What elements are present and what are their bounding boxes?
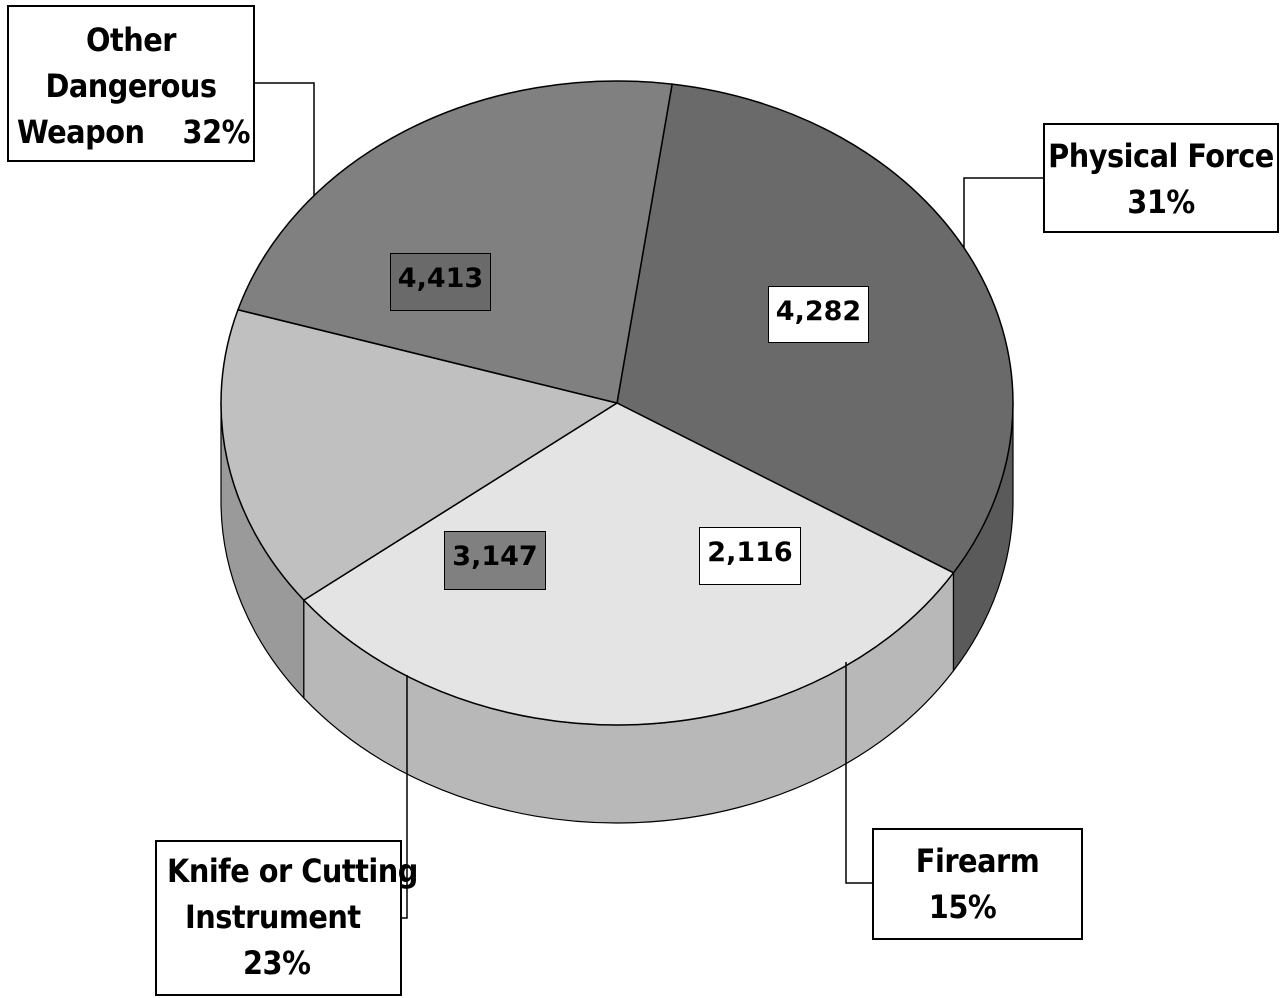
data-label-firearm: 2,116 — [699, 527, 801, 585]
label-other-line-1: Other — [86, 21, 176, 59]
label-firearm-line-1: Firearm — [915, 842, 1040, 880]
data-label-physical-force: 4,282 — [768, 286, 869, 343]
label-physical-force: Physical Force 31% — [1043, 123, 1279, 233]
data-label-knife-or-cutting-instrument: 3,147 — [444, 531, 546, 590]
label-firearm-line-2: 15% — [928, 888, 997, 926]
pie-slice-firearm — [220, 308, 619, 602]
leader-line-other — [255, 82, 315, 195]
label-knife-line-2: Instrument — [185, 898, 361, 936]
label-knife-line-3: 23% — [243, 944, 311, 982]
label-physical-force-line-1: Physical Force — [1048, 137, 1274, 175]
leader-line-physical-force — [963, 177, 1043, 248]
data-label-other-dangerous-weapon: 4,413 — [390, 253, 491, 311]
label-knife-or-cutting-instrument: Knife or Cutting Instrument 23% — [155, 840, 418, 996]
leader-line-firearm — [845, 662, 872, 884]
leader-line-knife — [401, 675, 408, 919]
pie-slice-knife-or-cutting-instrument — [236, 80, 673, 404]
pie-slice-physical-force — [302, 402, 955, 726]
label-other-line-3: Weapon 32% — [17, 113, 250, 151]
label-other-line-2: Dangerous — [45, 67, 217, 105]
label-firearm: Firearm 15% — [872, 828, 1083, 940]
label-physical-force-line-2: 31% — [1127, 183, 1195, 221]
label-other-dangerous-weapon: Other Dangerous Weapon 32% — [7, 5, 255, 162]
label-knife-line-1: Knife or Cutting — [167, 852, 418, 890]
